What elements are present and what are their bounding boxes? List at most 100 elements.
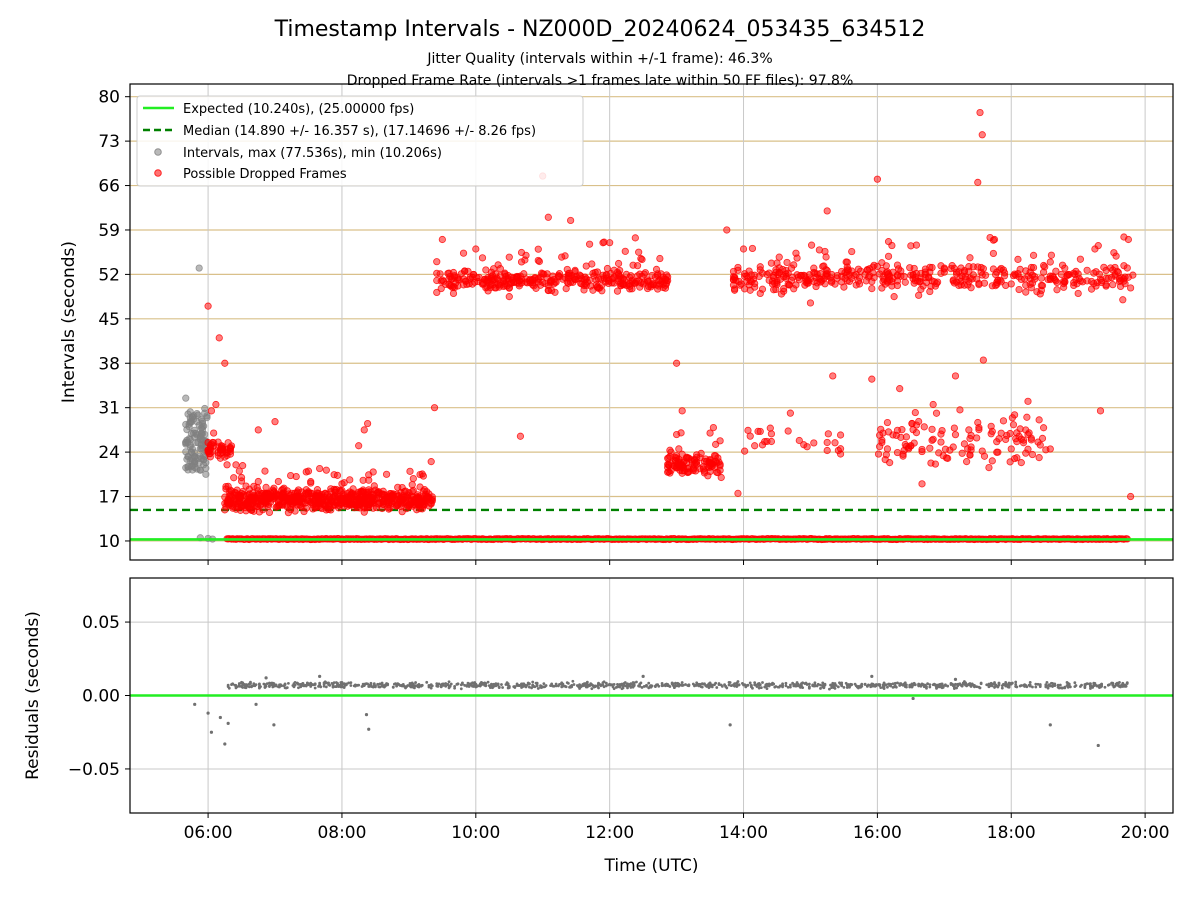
residual-point bbox=[753, 683, 757, 687]
dropped-frame-point bbox=[949, 443, 957, 451]
residual-point bbox=[1045, 684, 1049, 688]
legend-dropped-label: Possible Dropped Frames bbox=[183, 167, 347, 182]
residual-point bbox=[1083, 683, 1087, 686]
dropped-frame-point bbox=[427, 458, 435, 466]
y-tick-label: 38 bbox=[98, 354, 120, 374]
dropped-frame-point bbox=[965, 263, 973, 271]
residual-point bbox=[305, 681, 309, 685]
residual-point bbox=[1089, 687, 1092, 690]
dropped-frame-point bbox=[854, 265, 863, 273]
dropped-frame-point bbox=[717, 473, 725, 482]
residual-point bbox=[234, 686, 238, 690]
dropped-frame-point bbox=[360, 426, 368, 434]
dropped-frame-point bbox=[854, 277, 863, 285]
dropped-frame-point bbox=[1023, 413, 1031, 421]
residual-point bbox=[912, 681, 916, 685]
residual-point bbox=[1111, 683, 1115, 687]
dropped-frame-point bbox=[883, 418, 892, 427]
dropped-frame-point bbox=[865, 265, 874, 273]
residual-point bbox=[736, 683, 740, 687]
dropped-frame-point bbox=[978, 131, 986, 139]
dropped-frame-point bbox=[433, 288, 441, 297]
residual-point bbox=[733, 684, 737, 688]
residual-point bbox=[966, 683, 970, 687]
interval-point bbox=[185, 435, 193, 443]
dropped-frame-point bbox=[1090, 279, 1098, 288]
y-tick-label: 45 bbox=[98, 310, 120, 330]
dropped-frame-point bbox=[222, 482, 230, 491]
interval-point bbox=[186, 408, 194, 416]
residual-point bbox=[416, 683, 420, 687]
residual-point bbox=[902, 682, 906, 686]
residual-point bbox=[339, 684, 343, 688]
dropped-frame-point bbox=[1127, 284, 1135, 292]
residual-point bbox=[684, 683, 687, 686]
residuals-series bbox=[193, 674, 1100, 748]
residual-point bbox=[303, 683, 307, 687]
residual-point bbox=[299, 682, 303, 686]
top-x-ticks bbox=[207, 560, 1146, 565]
residual-point bbox=[570, 685, 574, 689]
residual-point bbox=[979, 682, 983, 686]
dropped-frame-point bbox=[274, 477, 282, 486]
residual-point bbox=[558, 682, 561, 686]
residual-point bbox=[398, 683, 402, 687]
interval-point bbox=[189, 415, 198, 423]
residual-point bbox=[788, 685, 792, 689]
dropped-frame-point bbox=[792, 249, 800, 257]
dropped-frame-point bbox=[741, 285, 749, 293]
residual-point bbox=[240, 681, 243, 685]
residual-point bbox=[626, 686, 629, 690]
y-tick-label: 24 bbox=[98, 443, 120, 463]
residual-point bbox=[378, 682, 382, 686]
residual-point bbox=[705, 685, 709, 688]
residual-point bbox=[465, 684, 469, 688]
dropped-frame-point bbox=[848, 247, 856, 256]
dropped-frame-point bbox=[716, 460, 724, 468]
dropped-frame-point bbox=[974, 418, 982, 427]
residual-point bbox=[845, 686, 849, 689]
dropped-frame-point bbox=[761, 438, 769, 446]
residual-point bbox=[287, 681, 290, 685]
dropped-frame-point bbox=[881, 456, 889, 464]
dropped-frame-point bbox=[503, 282, 511, 290]
dropped-frame-point bbox=[828, 278, 836, 286]
dropped-frame-point bbox=[976, 108, 984, 117]
dropped-frame-point bbox=[802, 275, 810, 283]
residual-point bbox=[801, 686, 805, 690]
dropped-frame-point bbox=[921, 265, 929, 273]
dropped-frame-point bbox=[291, 507, 299, 515]
dropped-frame-point bbox=[1035, 454, 1043, 462]
y-tick-label: 10 bbox=[98, 532, 120, 552]
residual-point bbox=[245, 684, 249, 688]
dropped-frame-point bbox=[734, 489, 742, 497]
dropped-frame-point bbox=[1109, 281, 1117, 289]
residual-point bbox=[466, 681, 470, 685]
dropped-frame-point bbox=[534, 245, 542, 253]
dropped-frame-point bbox=[704, 462, 712, 470]
residuals-band bbox=[226, 679, 1129, 691]
residual-point bbox=[1093, 681, 1097, 685]
x-tick-label: 10:00 bbox=[451, 823, 500, 843]
residual-point bbox=[297, 683, 300, 686]
top-y-axis: 10 17 24 31 38 45 52 59 66 73 80 bbox=[98, 88, 130, 552]
dropped-frame-point bbox=[1042, 446, 1050, 454]
dropped-frame-point bbox=[940, 268, 948, 276]
residual-point bbox=[944, 684, 947, 687]
dropped-frame-point bbox=[214, 438, 222, 446]
dropped-frame-point bbox=[1015, 285, 1023, 294]
residual-point bbox=[1115, 682, 1119, 686]
residual-point bbox=[786, 685, 790, 689]
dropped-frame-point bbox=[1013, 429, 1021, 437]
residual-point bbox=[836, 685, 840, 689]
dropped-frame-point bbox=[912, 241, 921, 249]
residual-point bbox=[728, 681, 732, 684]
residual-point bbox=[322, 684, 326, 688]
residual-point bbox=[629, 685, 633, 689]
dropped-frame-point bbox=[520, 270, 528, 278]
residual-point bbox=[989, 683, 993, 686]
dropped-frame-point bbox=[359, 476, 367, 484]
residual-point bbox=[959, 683, 963, 687]
dropped-frame-point bbox=[478, 254, 487, 262]
residual-point bbox=[349, 681, 353, 685]
